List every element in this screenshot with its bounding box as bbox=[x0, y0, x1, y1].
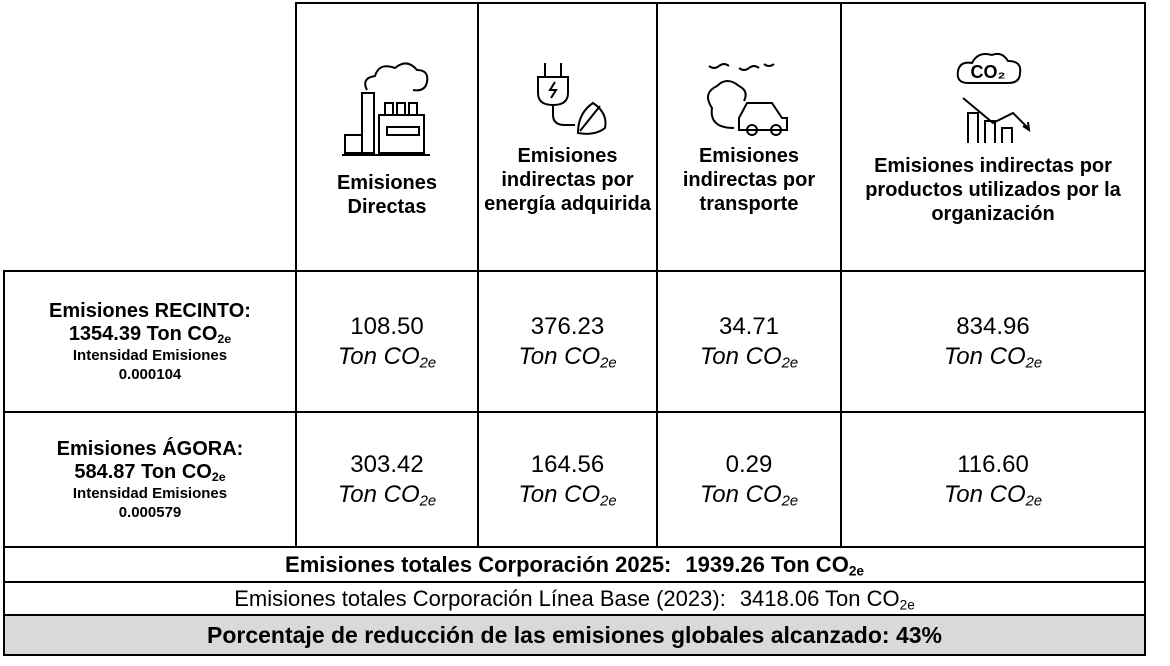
reduction-row: Porcentaje de reducción de las emisiones… bbox=[3, 614, 1146, 656]
row-name: Emisiones ÁGORA: bbox=[56, 437, 244, 460]
subscript: 2e bbox=[600, 355, 617, 372]
subscript: 2e bbox=[1025, 493, 1043, 510]
data-row: Emisiones RECINTO: 1354.39 Ton CO2e Intens… bbox=[3, 270, 1146, 413]
header-cell: Emisiones indirectas por transporte bbox=[656, 2, 842, 272]
data-row: Emisiones ÁGORA: 584.87 Ton CO2e Intensida… bbox=[3, 411, 1146, 548]
value-cell: 834.96 Ton CO2e bbox=[840, 270, 1146, 413]
row-total: 1354.39 Ton CO bbox=[68, 322, 218, 345]
intensity-label: Intensidad Emisiones bbox=[72, 484, 228, 502]
emissions-table: Emisiones Directas Emisiones indirectas … bbox=[3, 2, 1146, 656]
svg-text:CO₂: CO₂ bbox=[971, 62, 1006, 82]
header-label: Emisiones indirectas por transporte bbox=[682, 145, 816, 215]
subscript: 2e bbox=[781, 493, 799, 510]
unit: Ton CO2e bbox=[943, 342, 1043, 372]
header-cell: Emisiones Directas bbox=[295, 2, 479, 272]
subscript: 2e bbox=[781, 355, 799, 372]
baseline-row: Emisiones totales Corporación Línea Base… bbox=[3, 581, 1146, 616]
subscript: 2e bbox=[217, 331, 232, 346]
header-label: Emisiones indirectas por energía adquiri… bbox=[484, 145, 651, 215]
total-row: Emisiones totales Corporación 2025: 1939.… bbox=[3, 546, 1146, 583]
unit-text: Ton CO bbox=[699, 342, 782, 370]
unit: Ton CO2e bbox=[699, 480, 799, 510]
value: 164.56 bbox=[530, 450, 605, 478]
value-cell: 164.56 Ton CO2e bbox=[477, 411, 658, 548]
unit-text: Ton CO bbox=[943, 342, 1026, 370]
value: 108.50 bbox=[350, 312, 424, 340]
unit-text: Ton CO bbox=[699, 480, 782, 508]
value: 303.42 bbox=[350, 450, 424, 478]
unit-text: Ton CO bbox=[943, 480, 1026, 508]
value-cell: 303.42 Ton CO2e bbox=[295, 411, 479, 548]
blank-cell bbox=[4, 3, 297, 271]
value-cell: 108.50 Ton CO2e bbox=[295, 270, 479, 413]
unit: Ton CO2e bbox=[337, 480, 437, 510]
unit-text: Ton CO bbox=[337, 342, 420, 370]
value: 34.71 bbox=[718, 312, 780, 340]
factory-icon bbox=[342, 62, 430, 156]
subscript: 2e bbox=[1025, 355, 1043, 372]
intensity-value: 0.000104 bbox=[118, 365, 182, 383]
co2-products-icon: CO₂ bbox=[956, 52, 1031, 143]
subscript: 2e bbox=[848, 562, 864, 578]
transport-icon bbox=[707, 63, 788, 136]
total-label: Emisiones totales Corporación 2025: bbox=[285, 551, 672, 577]
baseline-cell: Emisiones totales Corporación Línea Base… bbox=[3, 581, 1146, 616]
total-cell: Emisiones totales Corporación 2025: 1939.… bbox=[3, 546, 1146, 583]
intensity-value: 0.000579 bbox=[118, 503, 182, 521]
unit: Ton CO2e bbox=[337, 342, 437, 372]
subscript: 2e bbox=[211, 469, 226, 484]
value-cell: 0.29 Ton CO2e bbox=[656, 411, 842, 548]
value-cell: 34.71 Ton CO2e bbox=[656, 270, 842, 413]
subscript: 2e bbox=[419, 493, 437, 510]
baseline-label: Emisiones totales Corporación Línea Base… bbox=[234, 585, 726, 611]
unit: Ton CO2e bbox=[699, 342, 799, 372]
header-cell: Emisiones indirectas por energía adquiri… bbox=[477, 2, 658, 272]
header-cell: CO₂ Emisiones indirectas por productos u… bbox=[840, 2, 1146, 272]
total-value: 1939.26 Ton CO bbox=[685, 551, 849, 577]
unit-text: Ton CO bbox=[337, 480, 420, 508]
row-total: 584.87 Ton CO bbox=[74, 460, 212, 483]
header-label: Emisiones indirectas por productos utili… bbox=[865, 155, 1121, 225]
header-row: Emisiones Directas Emisiones indirectas … bbox=[4, 2, 1146, 272]
value: 0.29 bbox=[725, 450, 773, 478]
unit-text: Ton CO bbox=[518, 342, 601, 370]
header-label: Emisiones Directas bbox=[336, 172, 438, 218]
subscript: 2e bbox=[419, 355, 437, 372]
unit: Ton CO2e bbox=[518, 480, 617, 510]
value-cell: 376.23 Ton CO2e bbox=[477, 270, 658, 413]
value: 116.60 bbox=[957, 450, 1029, 478]
row-label-cell: Emisiones ÁGORA: 584.87 Ton CO2e Intensida… bbox=[3, 411, 297, 548]
energy-icon bbox=[536, 63, 606, 135]
subscript: 2e bbox=[899, 596, 915, 612]
reduction-cell: Porcentaje de reducción de las emisiones… bbox=[3, 614, 1146, 656]
unit: Ton CO2e bbox=[518, 342, 617, 372]
subscript: 2e bbox=[600, 493, 617, 510]
value: 834.96 bbox=[956, 312, 1030, 340]
unit: Ton CO2e bbox=[943, 480, 1043, 510]
row-name: Emisiones RECINTO: bbox=[49, 299, 251, 322]
baseline-value: 3418.06 Ton CO bbox=[739, 585, 900, 611]
unit-text: Ton CO bbox=[518, 480, 601, 508]
intensity-label: Intensidad Emisiones bbox=[72, 346, 228, 364]
row-label-cell: Emisiones RECINTO: 1354.39 Ton CO2e Intens… bbox=[3, 270, 297, 413]
value: 376.23 bbox=[530, 312, 605, 340]
value-cell: 116.60 Ton CO2e bbox=[840, 411, 1146, 548]
